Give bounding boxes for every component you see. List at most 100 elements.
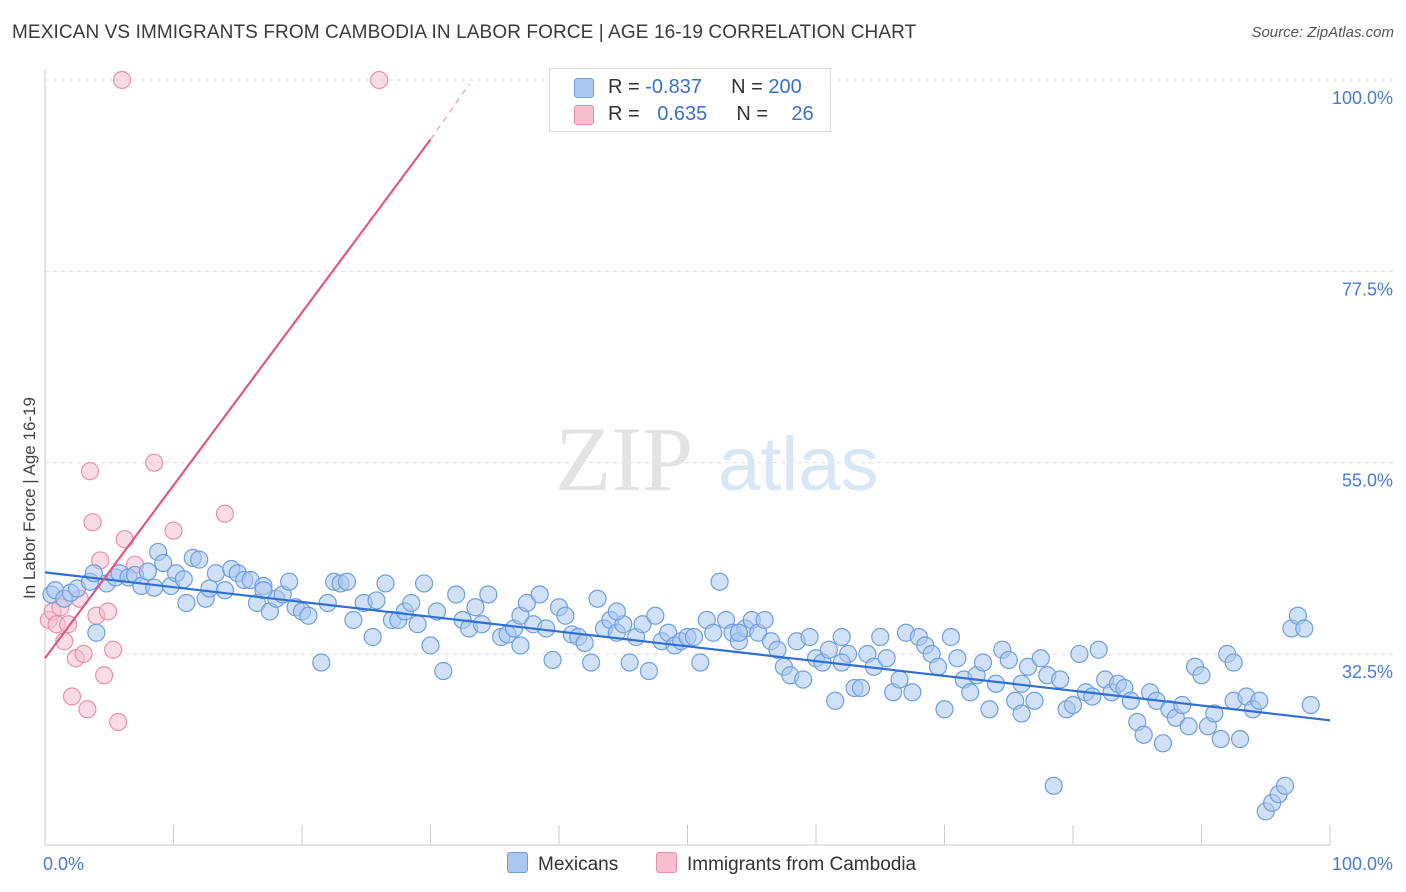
mexican-point bbox=[999, 650, 1018, 670]
mexican-point bbox=[1275, 776, 1295, 795]
mexican-point bbox=[1089, 640, 1108, 659]
mexican-point bbox=[646, 606, 665, 625]
mexican-point bbox=[408, 615, 427, 634]
mexican-point bbox=[466, 598, 485, 617]
mexican-point bbox=[145, 578, 164, 597]
mexican-point bbox=[174, 570, 193, 589]
legend-r-value: 0.635 bbox=[657, 103, 708, 125]
mexican-point bbox=[200, 579, 219, 598]
bottom-legend-swatch-pink bbox=[656, 852, 677, 873]
mexican-point bbox=[832, 627, 851, 647]
chart-title: MEXICAN VS IMMIGRANTS FROM CAMBODIA IN L… bbox=[12, 22, 917, 43]
mexican-point bbox=[639, 661, 659, 681]
cambodia-point bbox=[145, 453, 164, 472]
mexican-point bbox=[434, 661, 453, 681]
mexican-point bbox=[280, 572, 299, 591]
cambodia-point bbox=[109, 712, 128, 732]
y-axis-label-wrap: In Labor Force | Age 16-19 bbox=[18, 300, 42, 700]
x-tick-label: 0.0% bbox=[43, 854, 84, 874]
mexican-point bbox=[729, 623, 749, 642]
mexican-point bbox=[691, 653, 710, 672]
legend-n-value: 26 bbox=[791, 103, 814, 125]
mexican-point bbox=[312, 653, 331, 672]
mexican-point bbox=[941, 627, 961, 647]
mexican-point bbox=[1230, 729, 1250, 749]
mexican-point bbox=[447, 585, 466, 604]
mexican-point bbox=[1250, 691, 1269, 710]
watermark-atlas: atlas bbox=[718, 422, 879, 507]
mexican-point bbox=[1031, 649, 1050, 668]
cambodia-point bbox=[164, 521, 183, 540]
legend-swatch-pink bbox=[574, 105, 594, 125]
watermark-zip: ZIP bbox=[555, 408, 693, 510]
mexican-point bbox=[1153, 734, 1173, 753]
bottom-legend-label: Immigrants from Cambodia bbox=[687, 854, 917, 875]
mexican-point bbox=[768, 640, 787, 659]
mexican-point bbox=[318, 593, 337, 613]
bottom-legend-label: Mexicans bbox=[538, 854, 619, 875]
mexican-point bbox=[903, 683, 922, 702]
cambodia-point bbox=[62, 687, 82, 706]
y-axis-label: In Labor Force | Age 16-19 bbox=[20, 397, 39, 599]
legend-r-value: -0.837 bbox=[645, 76, 702, 98]
trend-line-cambodia bbox=[44, 138, 432, 659]
mexican-point bbox=[800, 627, 819, 647]
mexican-point bbox=[511, 636, 530, 655]
mexican-point bbox=[337, 572, 357, 591]
mexican-point bbox=[710, 572, 729, 591]
cambodia-point bbox=[104, 640, 123, 659]
x-tick-label: 100.0% bbox=[1332, 854, 1393, 874]
series-mexicans-points bbox=[42, 542, 1320, 821]
mexican-point bbox=[87, 623, 106, 642]
mexican-point bbox=[986, 674, 1006, 693]
mexican-point bbox=[177, 593, 196, 613]
mexican-point bbox=[620, 653, 639, 672]
mexican-point bbox=[1121, 691, 1140, 710]
mexican-point bbox=[543, 650, 562, 670]
mexican-point bbox=[851, 678, 871, 698]
cambodia-point bbox=[95, 666, 114, 685]
mexican-point bbox=[755, 610, 774, 630]
mexican-point bbox=[190, 550, 209, 569]
mexican-point bbox=[1070, 644, 1089, 664]
cambodia-point bbox=[370, 70, 389, 90]
mexican-point bbox=[871, 627, 890, 647]
legend-text: R = -0.837 N = 200 bbox=[608, 76, 802, 99]
y-tick-label: 55.0% bbox=[1342, 471, 1393, 491]
cambodia-point bbox=[80, 462, 100, 481]
mexican-point bbox=[575, 633, 594, 653]
correlation-legend: R = -0.837 N = 200 R = 0.635 N = 26 bbox=[549, 68, 831, 132]
mexican-point bbox=[973, 653, 993, 672]
trend-line-mexicans bbox=[44, 571, 1331, 722]
mexican-point bbox=[935, 700, 954, 719]
mexican-point bbox=[980, 700, 999, 719]
mexican-point bbox=[1063, 695, 1083, 715]
cambodia-point bbox=[74, 644, 93, 664]
mexican-point bbox=[556, 606, 575, 625]
legend-n-label: N = bbox=[736, 103, 774, 125]
x-tick-labels: 0.0% 100.0% bbox=[43, 854, 1393, 874]
bottom-legend-swatch-blue bbox=[507, 852, 528, 873]
y-tick-label: 77.5% bbox=[1342, 279, 1393, 299]
mexican-point bbox=[1025, 691, 1044, 710]
mexican-point bbox=[1192, 666, 1211, 685]
mexican-point bbox=[1012, 704, 1031, 723]
mexican-point bbox=[794, 670, 813, 689]
mexican-point bbox=[890, 670, 909, 689]
mexican-point bbox=[877, 649, 896, 668]
mexican-point bbox=[1051, 670, 1070, 689]
mexican-point bbox=[704, 623, 723, 642]
mexican-point bbox=[254, 581, 273, 600]
mexican-point bbox=[607, 602, 626, 621]
legend-n-label: N = bbox=[731, 76, 769, 98]
legend-n-value: 200 bbox=[768, 76, 802, 98]
mexican-point bbox=[402, 593, 421, 613]
trend-lines bbox=[44, 83, 1331, 722]
legend-text: R = 0.635 N = 26 bbox=[608, 103, 814, 126]
mexican-point bbox=[1295, 619, 1314, 638]
axes bbox=[44, 70, 1331, 846]
cambodia-point bbox=[98, 602, 118, 621]
mexican-point bbox=[1211, 729, 1230, 749]
mexican-point bbox=[530, 585, 549, 604]
watermark: ZIP atlas bbox=[555, 408, 879, 510]
